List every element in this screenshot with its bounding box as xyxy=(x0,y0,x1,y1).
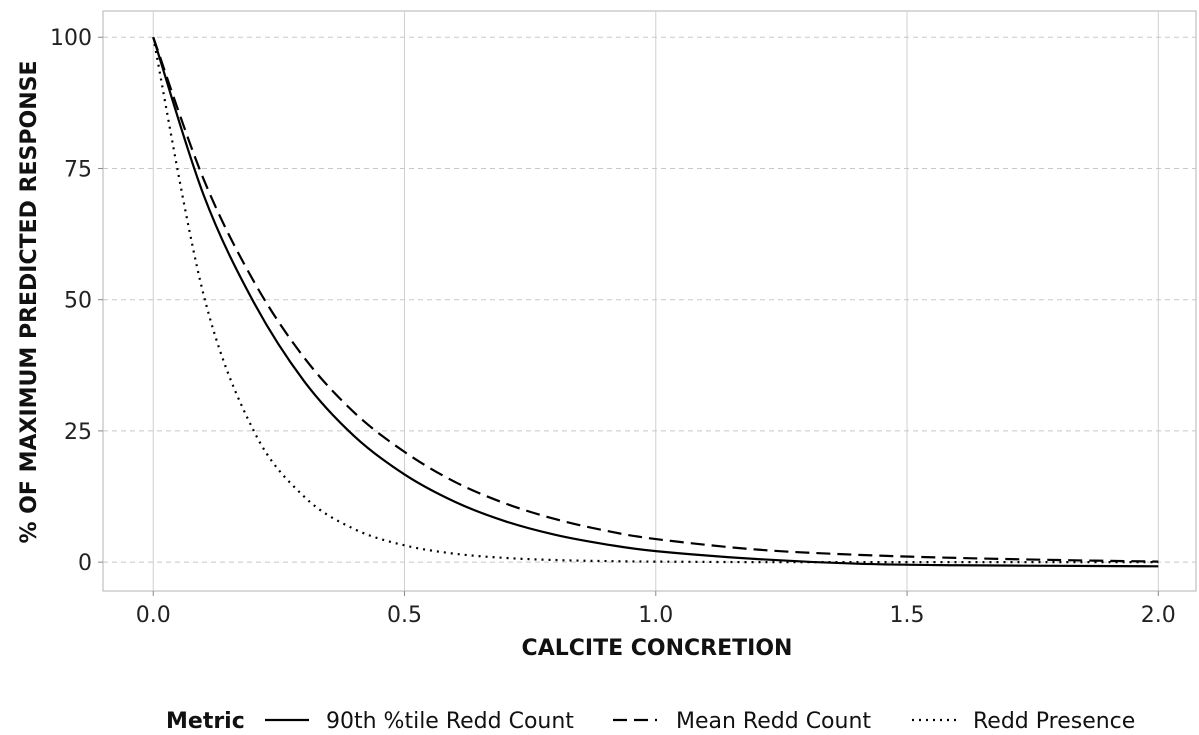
legend-label: Redd Presence xyxy=(973,709,1135,734)
x-axis-title: CALCITE CONCRETION xyxy=(522,636,793,661)
y-tick-label: 75 xyxy=(64,157,92,182)
y-tick-label: 25 xyxy=(64,420,92,445)
legend-label: 90th %tile Redd Count xyxy=(326,709,574,734)
x-tick-label: 2.0 xyxy=(1141,603,1176,628)
vertical-gridlines xyxy=(152,11,1159,591)
x-tick-label: 0.0 xyxy=(136,603,171,628)
x-tick-label: 1.0 xyxy=(638,603,673,628)
y-axis-ticks: 0 25 50 75 100 xyxy=(50,26,103,576)
x-tick-label: 0.5 xyxy=(387,603,422,628)
x-axis-ticks: 0.0 0.5 1.0 1.5 2.0 xyxy=(136,591,1176,628)
legend-items: 90th %tile Redd Count Mean Redd Count Redd… xyxy=(265,709,1135,734)
y-axis-title: % OF MAXIMUM PREDICTED RESPONSE xyxy=(17,60,42,543)
series-lines xyxy=(152,36,1159,568)
plot-panel xyxy=(102,10,1197,592)
series-line xyxy=(152,36,1159,568)
y-tick-label: 50 xyxy=(64,289,92,314)
x-tick-label: 1.5 xyxy=(890,603,925,628)
legend-title: Metric xyxy=(166,709,245,734)
legend: Metric 90th %tile Redd Count Mean Redd Co… xyxy=(166,709,1135,734)
y-tick-label: 0 xyxy=(78,551,92,576)
horizontal-gridlines xyxy=(103,36,1196,563)
y-tick-label: 100 xyxy=(50,26,92,51)
series-line xyxy=(152,37,1159,564)
legend-label: Mean Redd Count xyxy=(676,709,871,734)
